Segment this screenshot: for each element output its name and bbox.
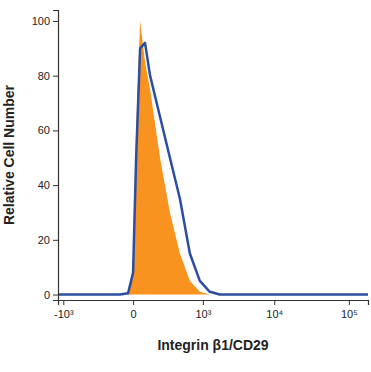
x-tick-label: 0	[131, 308, 137, 320]
x-tick: -10³	[54, 300, 74, 320]
y-tick-mark	[53, 185, 58, 186]
y-tick-mark	[53, 295, 58, 296]
histogram-area	[58, 21, 368, 295]
y-tick: 20	[38, 234, 58, 246]
x-tick-label: 10³	[195, 308, 211, 320]
y-axis: 0 20 40 60 80 100	[32, 11, 59, 301]
y-tick-label: 20	[38, 234, 50, 246]
x-tick-mark	[63, 300, 64, 305]
y-tick-mark	[53, 76, 58, 77]
y-axis-line	[53, 11, 59, 301]
chart: -10³ 0 10³ 10⁴ 10⁵ 0 20 40 60 80 100 Integrin β1/CD…	[0, 0, 371, 372]
x-tick-mark	[203, 300, 204, 305]
x-axis-line	[59, 301, 369, 306]
plot-area	[58, 21, 368, 295]
y-tick: 60	[38, 124, 58, 136]
y-tick-label: 100	[32, 15, 50, 27]
y-tick-label: 0	[44, 289, 50, 301]
y-tick: 100	[32, 15, 58, 27]
x-tick: 10⁴	[266, 300, 283, 320]
y-tick-mark	[53, 240, 58, 241]
x-axis-title: Integrin β1/CD29	[157, 337, 268, 353]
y-tick-label: 40	[38, 179, 50, 191]
y-tick: 0	[44, 289, 58, 301]
x-tick-label: -10³	[54, 308, 74, 320]
y-tick-mark	[53, 21, 58, 22]
x-tick: 10³	[195, 300, 211, 320]
y-axis-title: Relative Cell Number	[1, 84, 17, 225]
y-tick: 40	[38, 179, 58, 191]
y-tick-mark	[53, 130, 58, 131]
x-axis: -10³ 0 10³ 10⁴ 10⁵	[54, 300, 368, 320]
x-tick-mark	[274, 300, 275, 305]
x-tick: 10⁵	[341, 300, 358, 320]
x-tick-mark	[349, 300, 350, 305]
y-tick-label: 60	[38, 124, 50, 136]
x-tick-label: 10⁴	[266, 308, 283, 320]
x-tick-label: 10⁵	[341, 308, 358, 320]
y-tick-label: 80	[38, 70, 50, 82]
y-tick: 80	[38, 70, 58, 82]
x-tick: 0	[131, 300, 137, 320]
x-tick-mark	[133, 300, 134, 305]
histogram-line	[58, 43, 368, 295]
